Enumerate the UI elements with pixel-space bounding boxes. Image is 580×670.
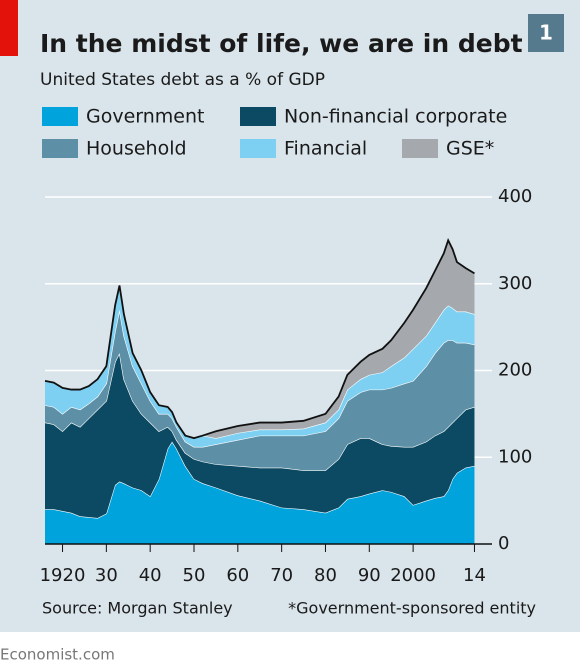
y-tick-label: 100	[498, 446, 532, 467]
chart-title: In the midst of life, we are in debt	[40, 29, 523, 58]
y-tick-label: 0	[498, 533, 509, 554]
area	[45, 353, 475, 518]
x-tick-label: 80	[314, 565, 337, 586]
badge: 1	[539, 21, 553, 45]
area-edge	[44, 238, 475, 440]
x-tick-label: 40	[139, 565, 162, 586]
y-tick-label: 300	[498, 273, 532, 294]
red-tag	[0, 0, 18, 56]
note: *Government-sponsored entity	[288, 599, 536, 618]
legend-label: Government	[86, 106, 205, 128]
x-tick-label: 1920	[40, 565, 86, 586]
area	[45, 441, 475, 544]
source: Source: Morgan Stanley	[42, 599, 233, 618]
x-tick-label: 2000	[390, 565, 436, 586]
area	[45, 309, 475, 471]
legend-swatch	[42, 107, 78, 126]
legend-label: Financial	[284, 138, 367, 160]
plot	[44, 238, 475, 544]
badge-box	[528, 14, 564, 52]
x-tick-label: 90	[358, 565, 381, 586]
x-tick-label: 14	[463, 565, 486, 586]
chart-subtitle: United States debt as a % of GDP	[40, 70, 325, 90]
legend-label: Non-financial corporate	[284, 106, 507, 128]
y-tick-label: 200	[498, 360, 532, 381]
footer: Economist.com	[0, 646, 115, 664]
x-tick-label: 60	[226, 565, 249, 586]
legend-label: Household	[86, 138, 187, 160]
legend-label: GSE*	[446, 138, 494, 160]
legend-swatch	[402, 139, 438, 158]
x-tick-label: 30	[95, 565, 118, 586]
x-tick-label: 70	[270, 565, 293, 586]
legend-swatch	[42, 139, 78, 158]
y-tick-label: 400	[498, 186, 532, 207]
legend-swatch	[240, 139, 276, 158]
legend-swatch	[240, 107, 276, 126]
x-tick-label: 50	[183, 565, 206, 586]
